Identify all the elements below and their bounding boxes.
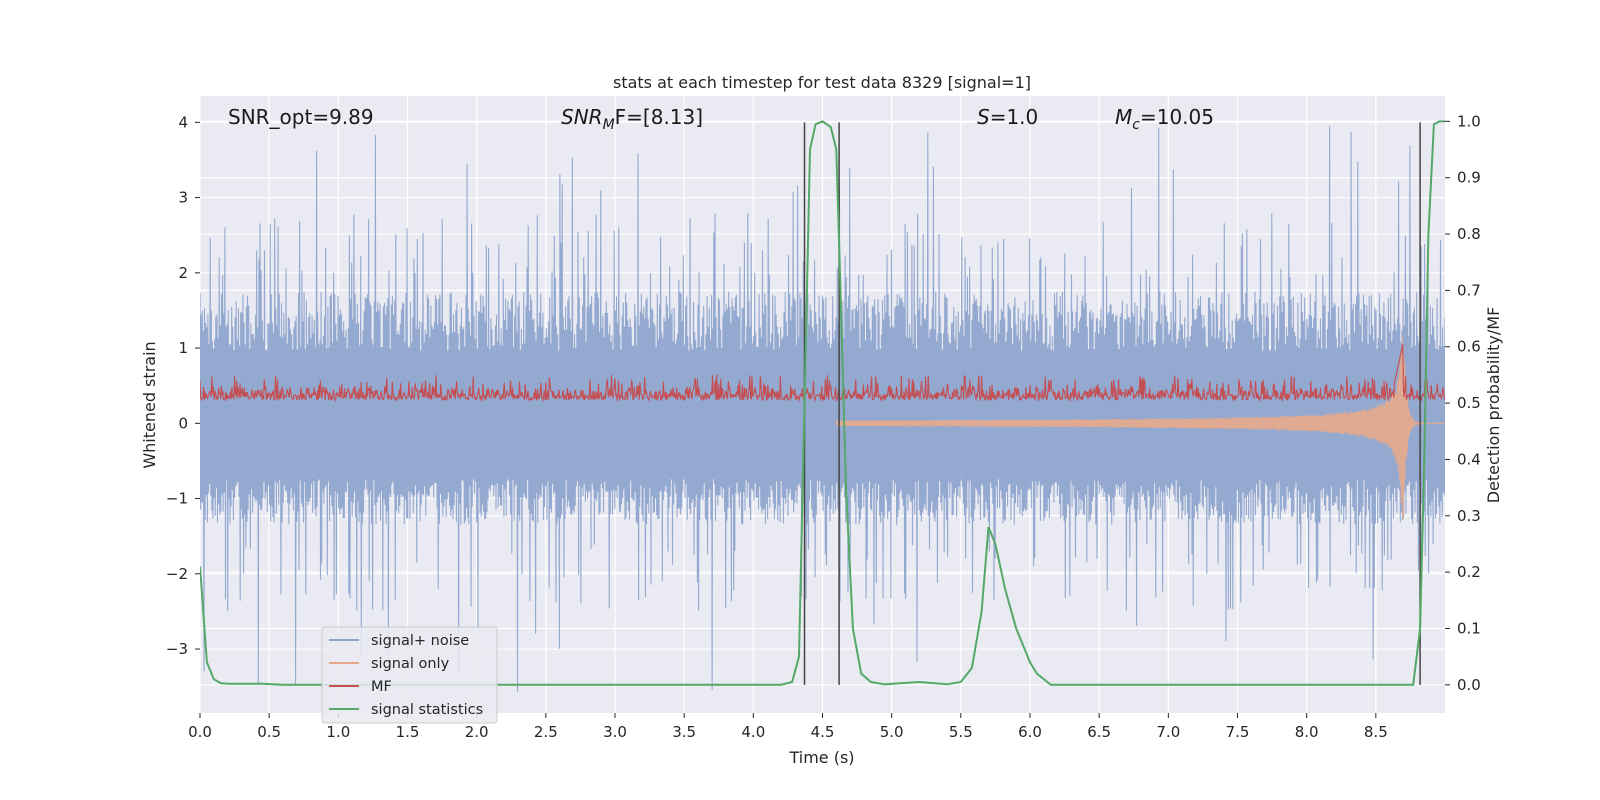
x-tick-label: 1.5 — [396, 723, 420, 741]
y2-tick-label: 0.6 — [1457, 338, 1481, 356]
annotation-mc: Mc=10.05 — [1115, 105, 1214, 133]
y2-tick-label: 0.7 — [1457, 281, 1481, 299]
y2-tick-label: 0.3 — [1457, 507, 1481, 525]
x-tick-label: 8.5 — [1364, 723, 1388, 741]
x-axis-label: Time (s) — [788, 748, 854, 767]
y2-axis-ticks: 0.0 0.1 0.2 0.3 0.4 0.5 0.6 0.7 0.8 0.9 1.0 — [1445, 112, 1481, 694]
x-tick-label: 6.0 — [1018, 723, 1042, 741]
legend-label-signal-noise: signal+ noise — [371, 633, 469, 649]
legend-label-mf: MF — [371, 679, 392, 695]
y2-axis-label: Detection probability/MF — [1484, 307, 1503, 504]
y-tick-label: 2 — [178, 264, 188, 282]
y-tick-label: 3 — [178, 189, 188, 207]
y2-tick-label: 0.5 — [1457, 394, 1481, 412]
legend-label-signal-statistics: signal statistics — [371, 702, 483, 718]
x-tick-label: 0.5 — [257, 723, 281, 741]
y2-tick-label: 1.0 — [1457, 112, 1481, 130]
y-tick-label: 4 — [178, 113, 188, 131]
x-tick-label: 6.5 — [1087, 723, 1111, 741]
y2-tick-label: 0.2 — [1457, 563, 1481, 581]
x-tick-label: 8.0 — [1295, 723, 1319, 741]
x-tick-label: 2.5 — [534, 723, 558, 741]
y2-tick-label: 0.8 — [1457, 225, 1481, 243]
y2-tick-label: 0.1 — [1457, 619, 1481, 637]
chart-title: stats at each timestep for test data 832… — [613, 73, 1031, 92]
x-tick-label: 4.5 — [811, 723, 835, 741]
x-axis-ticks: 0.0 0.5 1.0 1.5 2.0 2.5 3.0 3.5 4.0 4.5 5.0 5.5 6.0 6… — [188, 713, 1388, 741]
y-tick-label: 1 — [178, 339, 188, 357]
x-tick-label: 5.0 — [880, 723, 904, 741]
x-tick-label: 0.0 — [188, 723, 212, 741]
annotation-snr-mf: SNRMF=[8.13] — [561, 105, 703, 133]
x-tick-label: 2.0 — [465, 723, 489, 741]
x-tick-label: 5.5 — [949, 723, 973, 741]
series-signal-only-line — [835, 337, 1445, 520]
y-tick-label: −3 — [166, 640, 188, 658]
legend-frame — [321, 626, 498, 724]
y-axis-ticks: −3 −2 −1 0 1 2 3 4 — [166, 113, 200, 658]
x-tick-label: 1.0 — [326, 723, 350, 741]
legend-label-signal-only: signal only — [371, 656, 450, 672]
series-mf-line — [200, 344, 1445, 403]
x-tick-label: 4.0 — [741, 723, 765, 741]
x-tick-label: 7.0 — [1156, 723, 1180, 741]
y2-tick-label: 0.0 — [1457, 676, 1481, 694]
y-tick-label: 0 — [178, 414, 188, 432]
y-tick-label: −1 — [166, 490, 188, 508]
legend: signal+ noise signal only MF signal stat… — [321, 626, 498, 724]
y2-tick-label: 0.4 — [1457, 450, 1481, 468]
y-axis-label: Whitened strain — [140, 341, 159, 468]
annotation-snr-opt: SNR_opt=9.89 — [228, 105, 374, 129]
x-tick-label: 7.5 — [1226, 723, 1250, 741]
x-tick-label: 3.0 — [603, 723, 627, 741]
x-tick-label: 3.5 — [672, 723, 696, 741]
annotation-s: S=1.0 — [977, 105, 1038, 129]
y2-tick-label: 0.9 — [1457, 169, 1481, 187]
series-signal-noise-line — [200, 126, 1445, 692]
y-tick-label: −2 — [166, 565, 188, 583]
